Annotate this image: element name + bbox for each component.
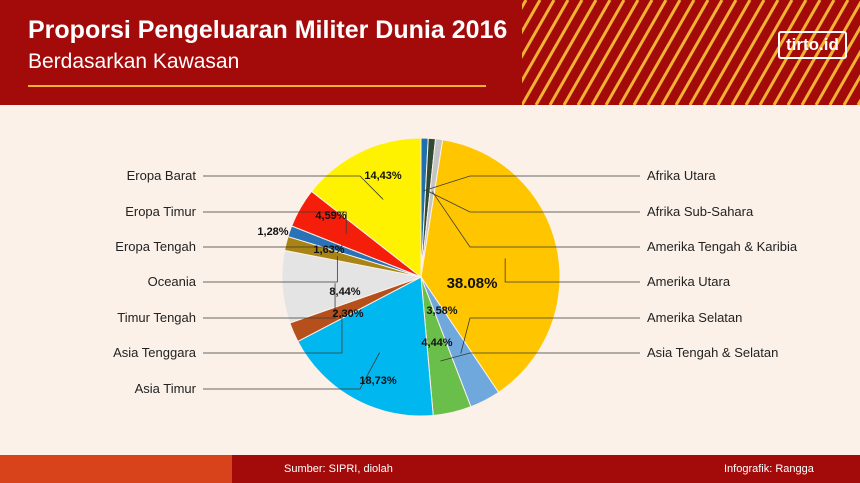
credit-note: Infografik: Rangga — [724, 463, 814, 475]
tirto-logo[interactable]: tirto.id — [778, 31, 847, 59]
chart-subtitle: Berdasarkan Kawasan — [28, 50, 240, 73]
leader-line — [203, 256, 338, 283]
leader-line — [460, 317, 640, 354]
stripe — [688, 0, 752, 105]
stripe — [772, 0, 836, 105]
stripe — [758, 0, 822, 105]
stripe — [702, 0, 766, 105]
leader-line — [440, 352, 640, 362]
leader-line — [203, 246, 341, 249]
category-label: Oceania — [148, 274, 197, 289]
value-label: 2,30% — [332, 308, 363, 320]
leader-line — [427, 190, 640, 213]
pie-slices — [281, 137, 561, 417]
value-label: 14,43% — [364, 170, 402, 182]
stripe-pattern — [522, 0, 860, 105]
stripe — [618, 0, 682, 105]
stripe — [590, 0, 654, 105]
leader-line — [504, 258, 640, 283]
value-label: 38.08% — [447, 275, 498, 292]
stripe — [660, 0, 724, 105]
stripe — [522, 0, 570, 84]
category-label: Afrika Sub-Sahara — [647, 204, 754, 219]
header-banner: Proporsi Pengeluaran Militer Dunia 2016 … — [0, 0, 860, 105]
stripe — [632, 0, 696, 105]
chart-title: Proporsi Pengeluaran Militer Dunia 2016 — [28, 16, 508, 44]
stripe — [562, 0, 626, 105]
value-label: 1,28% — [257, 226, 288, 238]
category-label: Asia Tengah & Selatan — [647, 345, 778, 360]
stripe — [522, 0, 584, 105]
stripe — [604, 0, 668, 105]
category-label: Amerika Selatan — [647, 310, 742, 325]
stripe — [674, 0, 738, 105]
value-label: 4,44% — [421, 337, 452, 349]
pie-slice — [297, 276, 434, 417]
stripe — [716, 0, 780, 105]
value-label: 4,59% — [315, 210, 346, 222]
slice-labels: Afrika Utara Afrika Sub-Sahara Amerika Ten… — [113, 168, 798, 396]
pie-slice — [310, 137, 422, 279]
category-label: Amerika Utara — [647, 274, 731, 289]
leader-line — [423, 175, 640, 192]
leader-line — [203, 211, 347, 235]
value-label: 1,63% — [313, 244, 344, 256]
stripe — [522, 0, 556, 60]
leader-line — [203, 311, 343, 354]
category-label: Timur Tengah — [117, 310, 196, 325]
category-label: Eropa Barat — [127, 168, 197, 183]
stripe — [828, 49, 860, 105]
leader-lines — [203, 175, 640, 390]
category-label: Eropa Tengah — [115, 239, 196, 254]
stripe — [646, 0, 710, 105]
stripe — [800, 0, 860, 105]
leader-line — [431, 191, 640, 248]
stripe — [730, 0, 794, 105]
title-underline — [28, 85, 486, 87]
leader-line — [203, 352, 381, 390]
value-label: 8,44% — [329, 286, 360, 298]
category-label: Asia Tenggara — [113, 345, 197, 360]
value-label: 3,58% — [426, 305, 457, 317]
source-note: Sumber: SIPRI, diolah — [284, 463, 393, 475]
footer-accent — [0, 455, 232, 483]
category-label: Afrika Utara — [647, 168, 716, 183]
value-label: 18,73% — [359, 375, 397, 387]
stripe — [548, 0, 612, 105]
category-label: Asia Timur — [135, 381, 197, 396]
stripe — [786, 0, 850, 105]
footer-bar: Sumber: SIPRI, diolah Infografik: Rangga — [0, 455, 860, 483]
leader-line — [203, 175, 384, 200]
stripe — [576, 0, 640, 105]
stripe — [744, 0, 808, 105]
leader-line — [203, 283, 336, 319]
stripe — [842, 73, 860, 105]
stripe — [522, 0, 542, 35]
stripe — [534, 0, 598, 105]
category-label: Amerika Tengah & Karibia — [647, 239, 798, 254]
category-label: Eropa Timur — [125, 204, 196, 219]
pie-chart: Afrika Utara Afrika Sub-Sahara Amerika Ten… — [113, 137, 798, 417]
